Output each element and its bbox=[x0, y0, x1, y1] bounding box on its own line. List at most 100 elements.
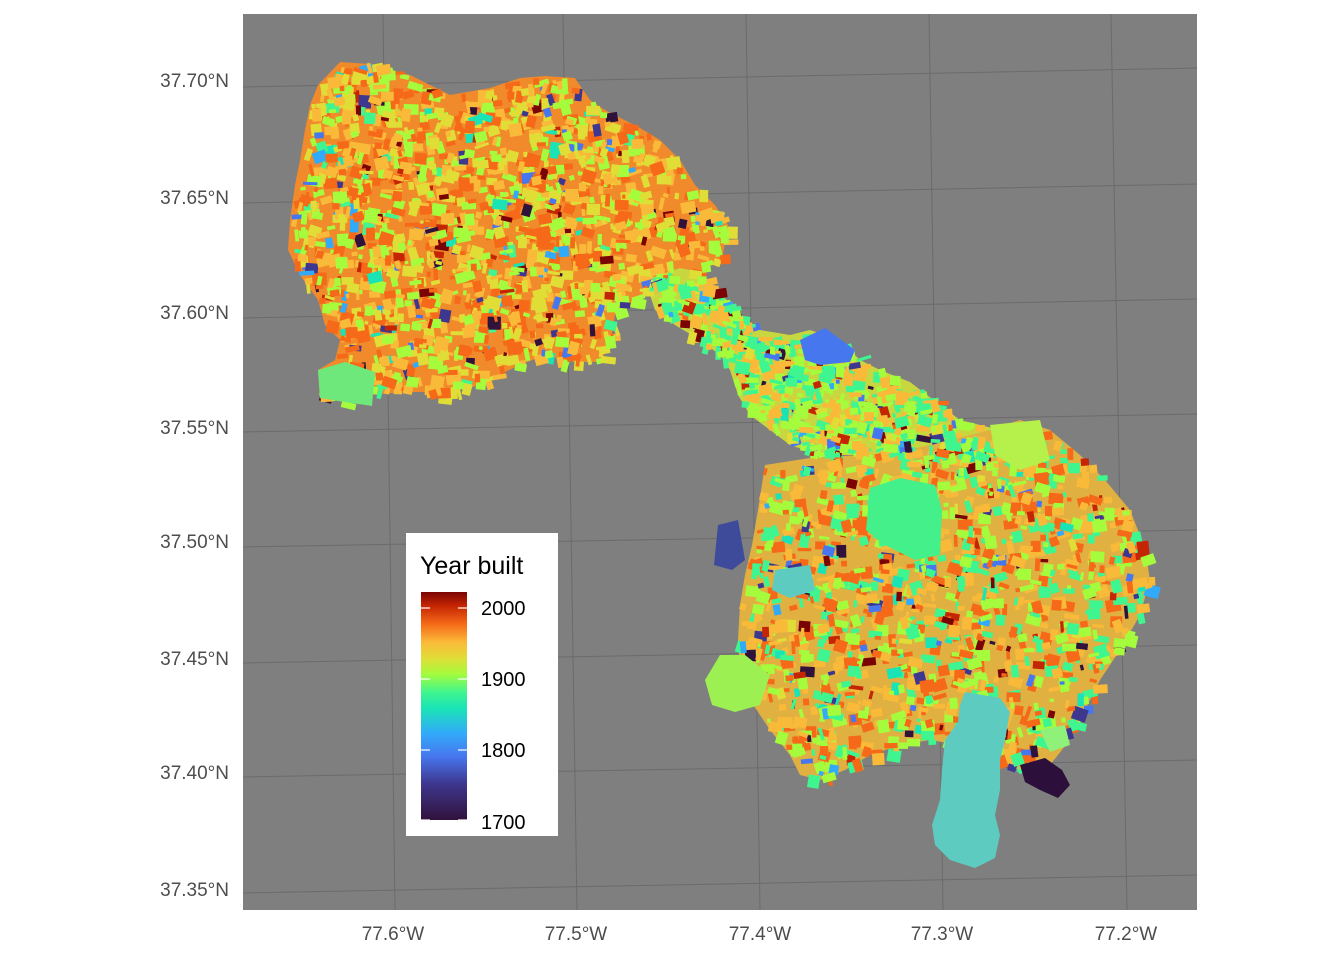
parcel bbox=[933, 620, 948, 630]
parcel-green-center bbox=[866, 478, 942, 560]
parcel bbox=[314, 132, 324, 139]
parcel bbox=[368, 125, 374, 132]
parcel bbox=[476, 175, 486, 180]
parcel bbox=[1017, 633, 1028, 643]
parcel bbox=[1122, 627, 1129, 638]
parcel bbox=[325, 153, 338, 163]
parcel bbox=[812, 380, 822, 390]
parcel bbox=[503, 165, 509, 176]
parcel bbox=[669, 260, 675, 274]
parcel bbox=[415, 257, 425, 264]
parcel bbox=[417, 127, 423, 132]
parcel bbox=[865, 430, 872, 441]
lat-label: 37.55°N bbox=[160, 418, 229, 439]
parcel bbox=[660, 302, 673, 316]
parcel bbox=[899, 616, 910, 630]
parcel bbox=[472, 280, 483, 293]
parcel bbox=[586, 203, 601, 216]
parcel bbox=[1036, 500, 1043, 508]
parcel-teal-west bbox=[772, 565, 815, 598]
parcel bbox=[394, 260, 402, 270]
parcel bbox=[1075, 642, 1089, 650]
parcel bbox=[370, 177, 381, 186]
parcel bbox=[849, 407, 859, 416]
parcel bbox=[797, 730, 809, 739]
legend-tick-1700: 1700 bbox=[481, 812, 526, 834]
parcel bbox=[353, 197, 360, 210]
parcel bbox=[910, 616, 916, 620]
parcel bbox=[462, 290, 467, 296]
parcel bbox=[1013, 705, 1024, 716]
parcel bbox=[415, 314, 423, 319]
parcel bbox=[802, 698, 810, 706]
parcel bbox=[396, 141, 403, 148]
parcel bbox=[884, 693, 900, 703]
parcel bbox=[468, 244, 485, 261]
parcel bbox=[580, 168, 597, 185]
parcel bbox=[853, 600, 858, 608]
parcel bbox=[705, 343, 713, 351]
parcel bbox=[1031, 551, 1046, 557]
parcel bbox=[676, 167, 684, 175]
parcel bbox=[1012, 480, 1027, 487]
parcel bbox=[468, 101, 483, 108]
parcel bbox=[566, 353, 582, 363]
parcel bbox=[489, 150, 498, 156]
parcel bbox=[934, 468, 950, 480]
parcel bbox=[439, 321, 449, 334]
parcel bbox=[935, 448, 951, 459]
parcel bbox=[397, 242, 407, 252]
parcel bbox=[856, 421, 868, 435]
parcel bbox=[404, 299, 413, 307]
parcel bbox=[924, 567, 936, 579]
parcel bbox=[862, 401, 873, 415]
parcel-lime-south bbox=[705, 655, 770, 712]
parcel bbox=[827, 429, 835, 434]
parcel bbox=[798, 426, 814, 434]
parcel bbox=[892, 399, 901, 413]
parcel bbox=[316, 256, 331, 268]
parcel bbox=[847, 665, 861, 678]
parcel bbox=[595, 266, 607, 273]
parcel bbox=[447, 351, 454, 357]
parcel bbox=[1065, 648, 1081, 663]
parcel bbox=[830, 402, 842, 414]
parcel bbox=[577, 254, 585, 261]
parcel bbox=[883, 443, 899, 454]
parcel bbox=[820, 427, 825, 441]
parcel bbox=[950, 471, 955, 480]
parcel bbox=[541, 349, 546, 357]
parcel bbox=[465, 270, 476, 281]
parcel bbox=[788, 515, 801, 525]
parcel bbox=[1003, 660, 1014, 672]
parcel bbox=[904, 718, 912, 728]
parcel bbox=[1110, 522, 1117, 529]
parcel bbox=[457, 344, 471, 357]
parcel bbox=[819, 746, 829, 754]
parcel bbox=[342, 155, 354, 168]
parcel bbox=[820, 691, 834, 704]
parcel bbox=[841, 560, 848, 567]
parcel bbox=[464, 213, 475, 226]
parcel bbox=[508, 122, 523, 138]
parcel bbox=[565, 188, 579, 202]
parcel bbox=[530, 297, 546, 312]
parcel bbox=[298, 196, 314, 205]
parcel bbox=[955, 476, 968, 491]
parcel bbox=[474, 141, 490, 150]
parcel bbox=[567, 286, 573, 300]
parcel bbox=[798, 620, 811, 633]
parcel bbox=[902, 651, 913, 658]
parcel bbox=[513, 262, 525, 268]
parcel bbox=[401, 89, 415, 100]
parcel bbox=[478, 186, 488, 194]
parcel bbox=[847, 570, 862, 585]
parcel bbox=[801, 654, 814, 662]
parcel bbox=[802, 514, 810, 528]
parcel bbox=[338, 191, 347, 204]
parcel bbox=[1010, 530, 1024, 544]
parcel bbox=[835, 379, 840, 384]
parcel bbox=[904, 730, 914, 738]
parcel bbox=[560, 290, 567, 299]
parcel bbox=[507, 280, 512, 287]
